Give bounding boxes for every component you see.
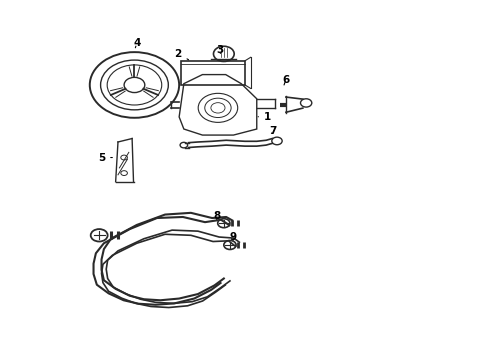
Text: 1: 1 bbox=[258, 112, 271, 122]
Text: 9: 9 bbox=[230, 232, 237, 242]
Text: 4: 4 bbox=[133, 39, 141, 49]
Text: 7: 7 bbox=[270, 126, 277, 136]
Bar bbox=[181, 61, 245, 85]
Text: 5: 5 bbox=[98, 153, 112, 162]
Text: 2: 2 bbox=[174, 49, 189, 60]
Text: 8: 8 bbox=[213, 211, 220, 221]
Text: 3: 3 bbox=[217, 45, 224, 55]
Text: 6: 6 bbox=[282, 75, 290, 85]
